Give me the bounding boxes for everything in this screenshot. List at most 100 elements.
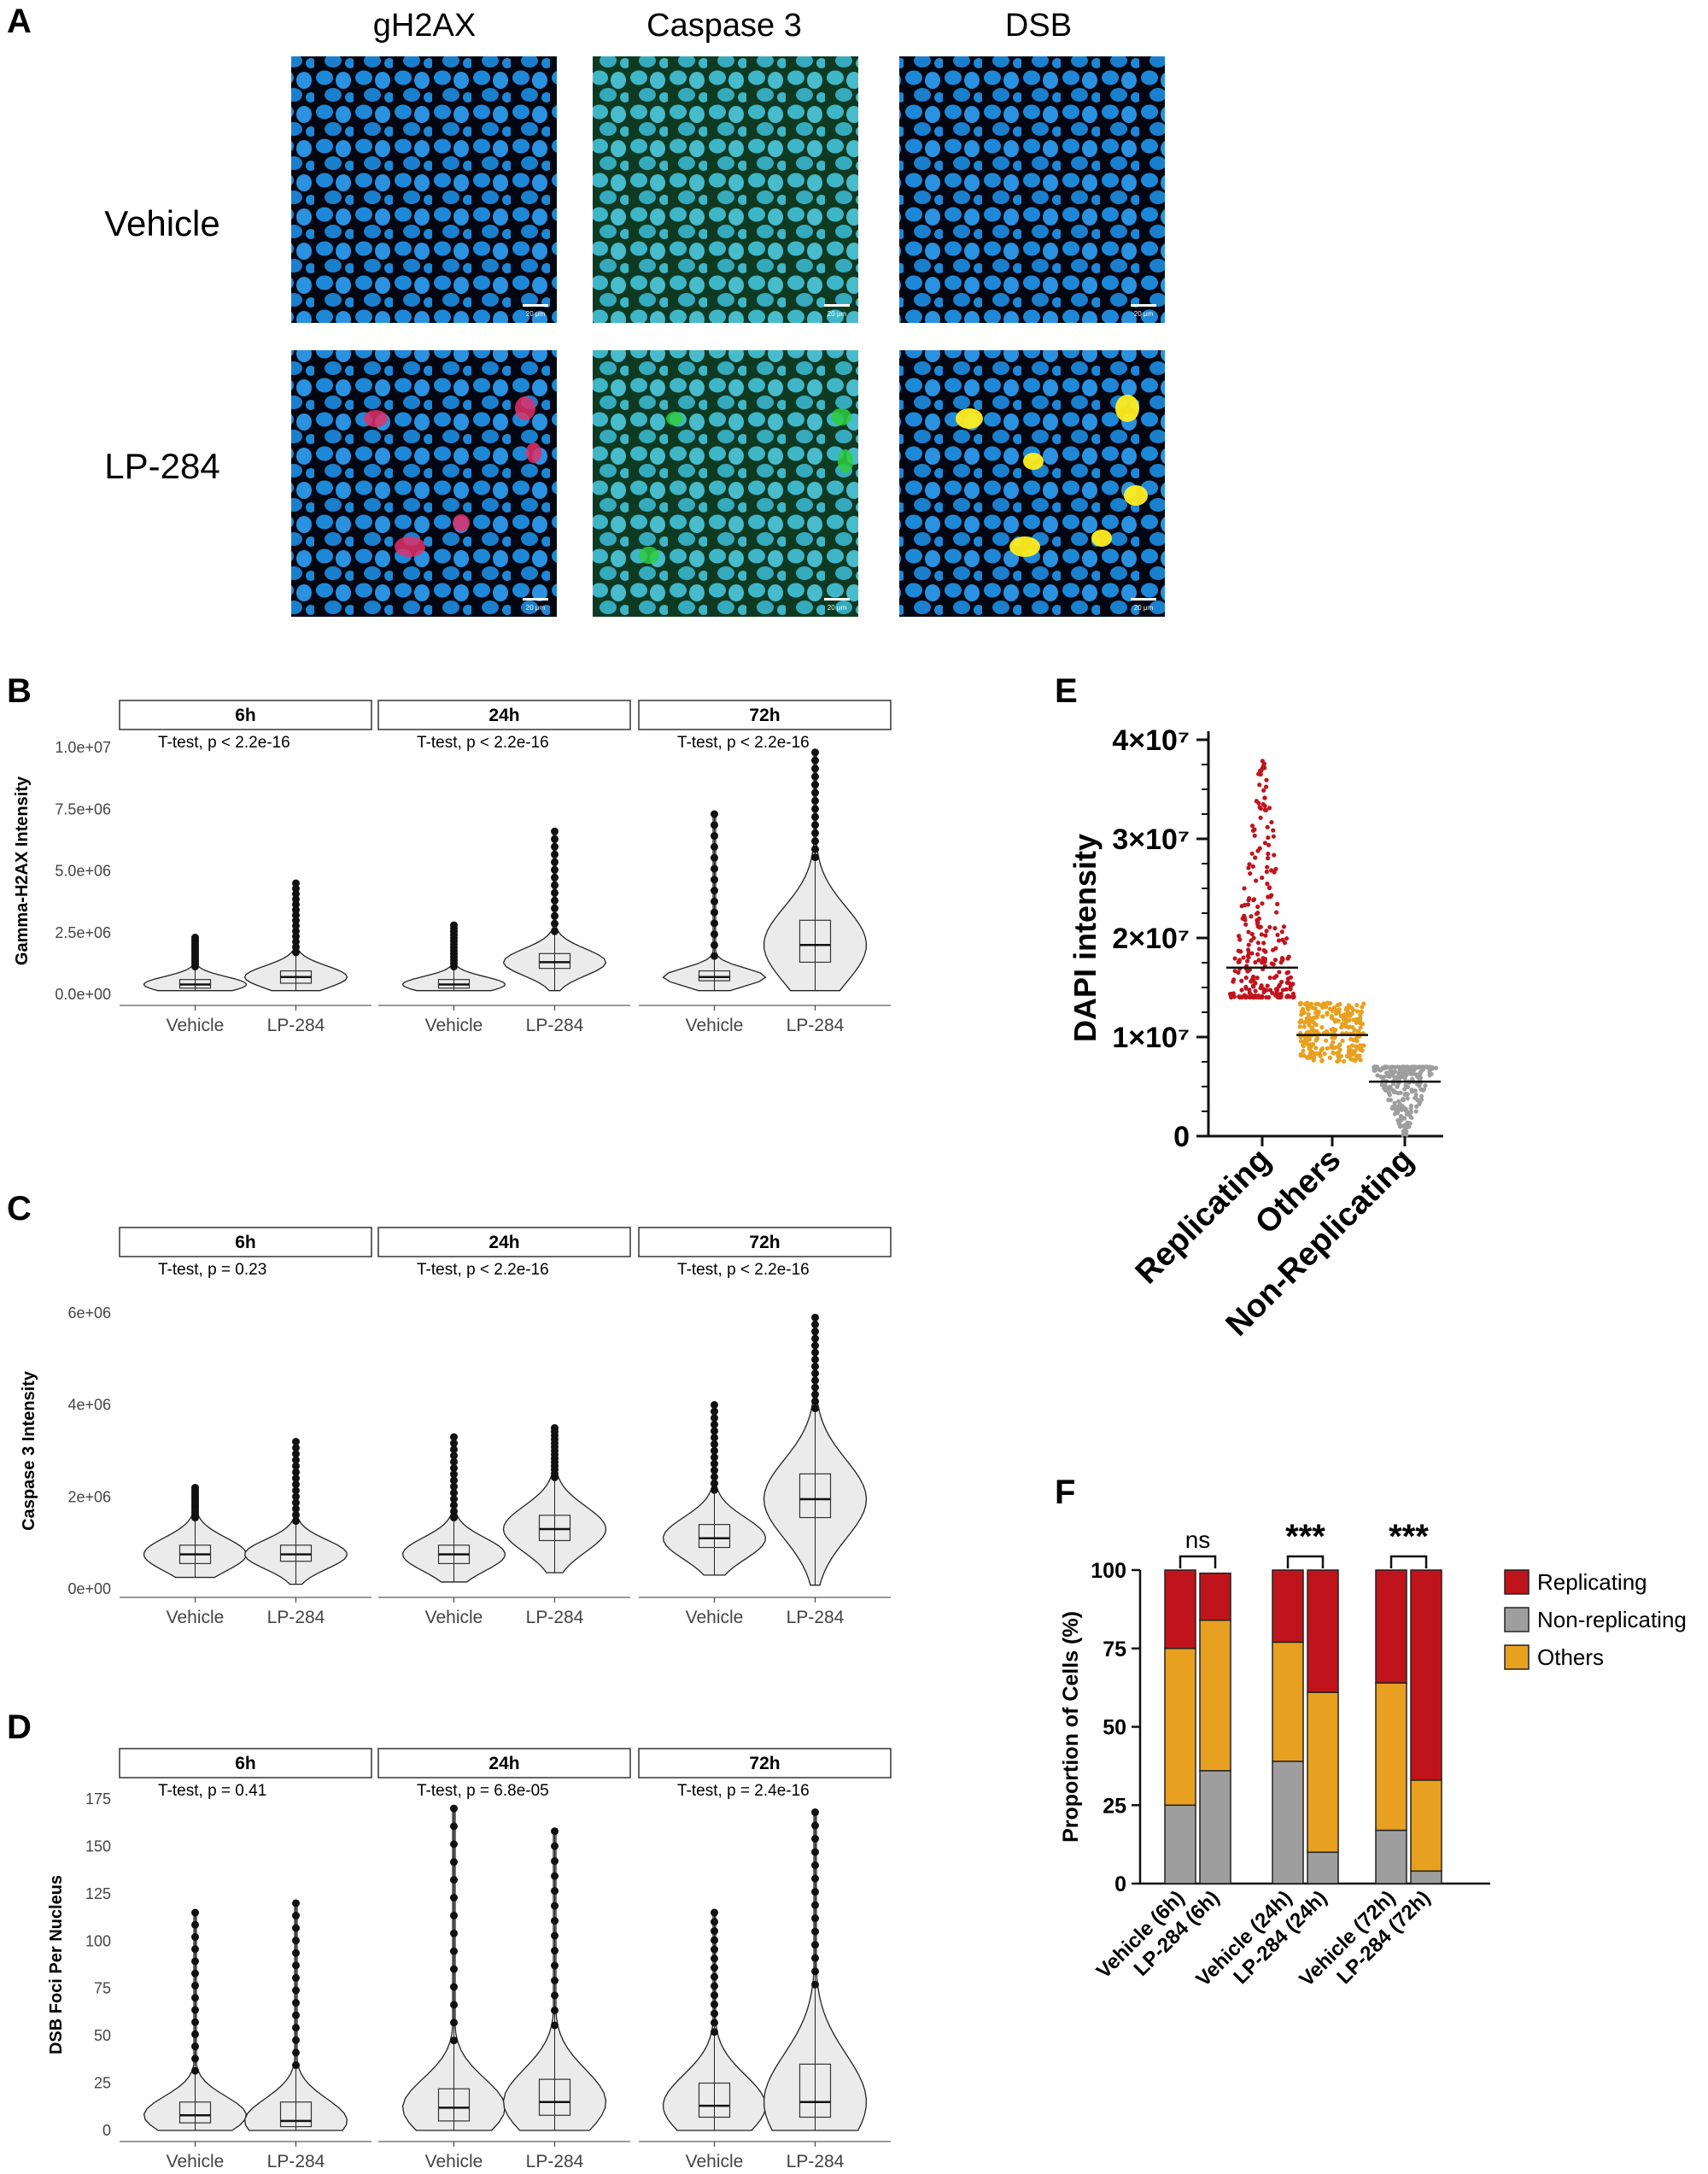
scatter-point (1392, 1100, 1397, 1105)
outlier-point (551, 919, 559, 928)
scatter-point (1273, 987, 1278, 992)
bar-segment (1307, 1851, 1339, 1884)
image-lp284-caspase3 (593, 350, 858, 617)
outlier-point (711, 1963, 718, 1972)
scatter-point (1313, 1002, 1319, 1007)
scatter-point (1297, 1020, 1302, 1025)
scatter-point (1378, 1074, 1383, 1079)
scatter-point (1354, 1009, 1360, 1014)
outlier-point (811, 772, 819, 781)
scatter-point (1404, 1122, 1409, 1128)
scatter-point (1256, 946, 1262, 952)
scale-bars (523, 304, 1156, 601)
scatter-point (1282, 941, 1288, 946)
scatter-point (1311, 1015, 1317, 1020)
scatter-point (1273, 946, 1278, 951)
scatter-point (1266, 835, 1271, 841)
scatter-point (1418, 1093, 1424, 1099)
outlier-point (711, 1453, 718, 1462)
scatter-point (1395, 1083, 1400, 1088)
outlier-point (811, 1901, 819, 1909)
outlier-point (292, 1450, 300, 1458)
scatter-point (1266, 806, 1272, 811)
scatter-point (1264, 869, 1269, 875)
scatter-point (1264, 994, 1269, 1000)
outlier-point (292, 1474, 300, 1483)
scatter-point (1251, 897, 1257, 902)
scatter-point (1278, 991, 1284, 996)
outlier-point (191, 1957, 199, 1966)
scatter-point (1402, 1087, 1407, 1092)
scale-bar-label: 20 μm (828, 310, 847, 318)
x-category-label: LP-284 (267, 1608, 325, 1627)
outlier-point (191, 2030, 199, 2038)
scatter-point (1267, 924, 1272, 930)
scatter-point (1334, 1011, 1339, 1017)
x-category-label: LP-284 (526, 1608, 584, 1627)
scatter-point (1398, 1090, 1403, 1095)
outlier-point (450, 1445, 458, 1454)
outlier-point (811, 1404, 819, 1413)
outlier-point (551, 1917, 559, 1925)
y-tick-label: 175 (85, 1790, 111, 1808)
y-axis-label: Gamma-H2AX Intensity (13, 776, 32, 965)
scatter-point (1260, 901, 1265, 906)
scatter-point (1284, 936, 1290, 941)
scatter-point (1265, 983, 1270, 988)
outlier-point (551, 896, 559, 905)
scatter-point (1297, 1024, 1302, 1029)
scatter-point (1337, 1002, 1342, 1007)
scatter-point (1243, 994, 1249, 999)
scatter-point (1275, 901, 1280, 906)
outlier-point (811, 837, 819, 846)
scatter-point (1398, 1114, 1403, 1119)
scatter-point (1358, 1058, 1363, 1063)
scatter-point (1242, 886, 1247, 891)
scatter-point (1398, 1065, 1403, 1070)
legend-swatch (1504, 1607, 1530, 1632)
ttest-annotation: T-test, p < 2.2e-16 (677, 1261, 810, 1279)
outlier-point (711, 919, 718, 928)
scatter-point (1341, 1058, 1347, 1064)
outlier-point (711, 908, 718, 917)
scatter-point (1272, 975, 1277, 981)
scatter-point (1246, 954, 1251, 960)
facet-strip-title: 72h (749, 706, 780, 725)
facet-strip (119, 700, 372, 730)
outlier-point (811, 1954, 819, 1962)
scatter-point (1239, 994, 1244, 1000)
ttest-annotation: T-test, p < 2.2e-16 (677, 734, 810, 752)
scatter-point (1255, 952, 1261, 957)
ttest-annotation: T-test, p = 0.41 (158, 1782, 266, 1800)
scatter-point (1258, 924, 1263, 929)
scatter-point (1250, 864, 1255, 869)
outlier-point (450, 1929, 458, 1937)
outlier-point (811, 748, 819, 757)
box (538, 2078, 571, 2116)
scatter-point (1319, 1025, 1325, 1030)
scatter-point (1288, 987, 1293, 992)
ttest-annotation: T-test, p = 2.4e-16 (677, 1782, 810, 1800)
outlier-point (292, 917, 300, 925)
scatter-point (1243, 922, 1249, 927)
panel-letter-c: C (7, 1190, 32, 1228)
scatter-point (1343, 1007, 1348, 1012)
bar-segment (1164, 1804, 1196, 1884)
scatter-point (1262, 841, 1267, 846)
scatter-point (1264, 929, 1269, 934)
scatter-point (1256, 916, 1262, 922)
scatter-point (1391, 1089, 1396, 1095)
y-tick-label: 5.0e+06 (55, 863, 111, 880)
scatter-point (1254, 799, 1259, 804)
scatter-point (1392, 1075, 1397, 1080)
scatter-point (1417, 1101, 1422, 1107)
outlier-point (711, 1991, 718, 2000)
outlier-point (292, 1438, 300, 1446)
outlier-point (191, 1994, 199, 2002)
x-category-label: LP-284 (526, 2152, 584, 2171)
column-label-gh2ax: gH2AX (373, 8, 476, 44)
y-tick-label: 4×10⁷ (1112, 724, 1190, 757)
scatter-point (1353, 1048, 1358, 1053)
outlier-point (292, 2048, 300, 2057)
outlier-point (292, 884, 300, 893)
